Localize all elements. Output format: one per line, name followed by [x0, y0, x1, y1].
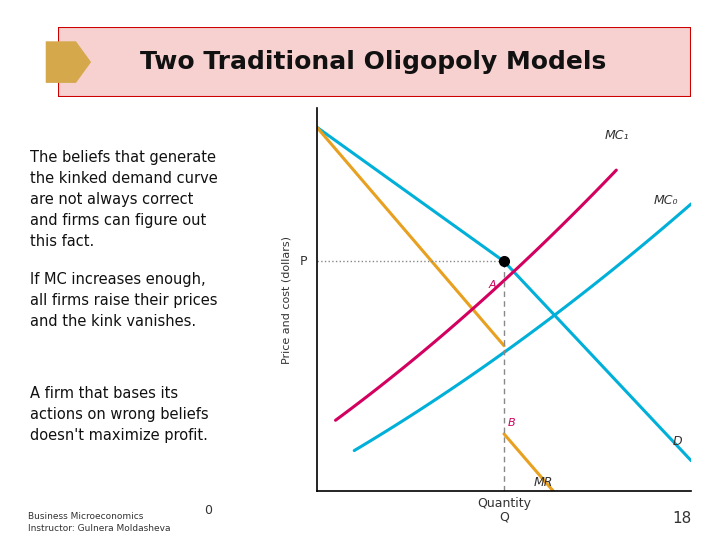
X-axis label: Quantity: Quantity: [477, 497, 531, 510]
Text: A: A: [489, 280, 497, 290]
Text: The beliefs that generate
the kinked demand curve
are not always correct
and fir: The beliefs that generate the kinked dem…: [30, 150, 217, 249]
Text: P: P: [300, 255, 307, 268]
Text: Business Microeconomics
Instructor: Gulnera Moldasheva: Business Microeconomics Instructor: Guln…: [28, 512, 171, 534]
Text: D: D: [672, 435, 682, 448]
Text: If MC increases enough,
all firms raise their prices
and the kink vanishes.: If MC increases enough, all firms raise …: [30, 272, 217, 329]
Text: 0: 0: [204, 504, 212, 517]
Text: B: B: [508, 418, 516, 428]
Text: A firm that bases its
actions on wrong beliefs
doesn't maximize profit.: A firm that bases its actions on wrong b…: [30, 387, 208, 443]
Polygon shape: [46, 42, 91, 83]
FancyBboxPatch shape: [58, 27, 691, 97]
Text: MR: MR: [534, 476, 554, 489]
Text: Q: Q: [499, 511, 509, 524]
Text: MC₁: MC₁: [605, 129, 629, 141]
Text: Price and cost (dollars): Price and cost (dollars): [282, 235, 292, 364]
Text: MC₀: MC₀: [654, 194, 678, 207]
Text: Two Traditional Oligopoly Models: Two Traditional Oligopoly Models: [140, 50, 606, 74]
Text: 18: 18: [672, 511, 692, 526]
